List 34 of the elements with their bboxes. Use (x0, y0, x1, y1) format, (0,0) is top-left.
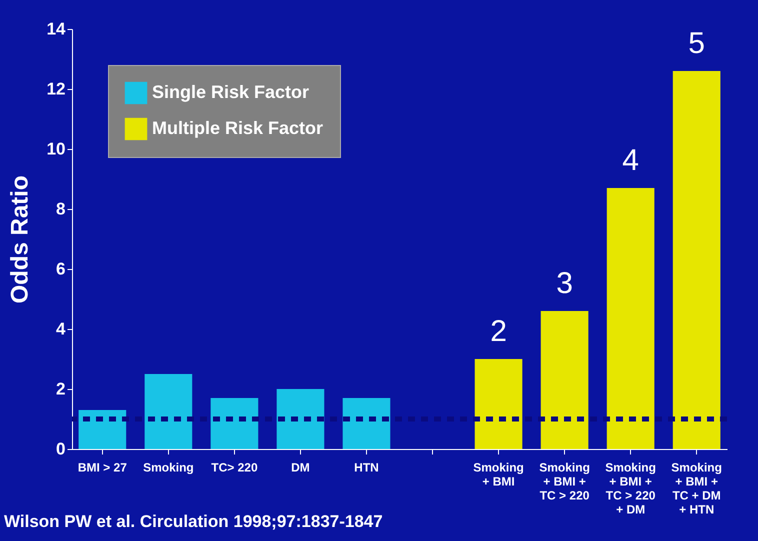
bar (342, 398, 390, 449)
y-tick-label: 8 (56, 200, 66, 218)
bar (540, 311, 588, 449)
x-tick-label: Smoking + BMI + TC > 220 (539, 460, 590, 502)
bar (606, 188, 654, 449)
y-tick-label: 12 (46, 80, 66, 98)
bar (672, 71, 720, 449)
x-tick-label: Smoking + BMI + TC + DM + HTN (671, 460, 722, 516)
x-tick-label: TC> 220 (211, 460, 258, 474)
legend-label: Single Risk Factor (152, 82, 310, 102)
y-tick-label: 2 (56, 380, 66, 398)
annotation: 3 (556, 267, 573, 300)
x-tick-label: BMI > 27 (78, 460, 128, 474)
text: Wilson PW et al. Circulation 1998;97:1837-1847 (4, 512, 383, 532)
y-tick-label: 0 (56, 440, 66, 458)
x-tick-label: DM (291, 460, 310, 474)
bar (474, 359, 522, 449)
legend-label: Multiple Risk Factor (152, 118, 324, 138)
bar (276, 389, 324, 449)
y-axis-title: Odds Ratio (6, 175, 34, 304)
y-tick-label: 6 (56, 260, 66, 278)
y-tick-label: 10 (46, 140, 66, 158)
bar (144, 374, 192, 449)
x-tick-label: HTN (354, 460, 379, 474)
annotation: 2 (490, 315, 507, 348)
y-tick-label: 4 (56, 320, 66, 338)
y-tick-label: 14 (46, 20, 66, 38)
x-tick-label: Smoking (143, 460, 194, 474)
x-tick-label: Smoking + BMI (473, 460, 524, 488)
bar (78, 410, 126, 449)
annotation: 5 (688, 27, 705, 60)
x-tick-label: Smoking + BMI + TC > 220 + DM (605, 460, 656, 516)
annotation: 4 (622, 144, 639, 177)
bar (210, 398, 258, 449)
